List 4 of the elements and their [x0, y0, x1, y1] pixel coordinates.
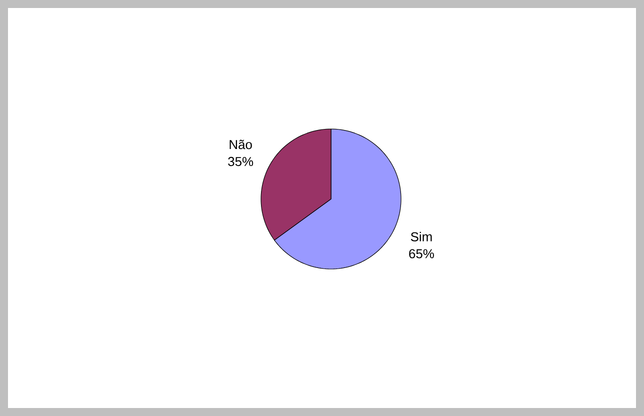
data-label: 35% [228, 156, 254, 166]
slice-label: Não [230, 140, 252, 150]
data-label: 65% [409, 249, 434, 258]
slice-label: Sim [410, 232, 432, 242]
